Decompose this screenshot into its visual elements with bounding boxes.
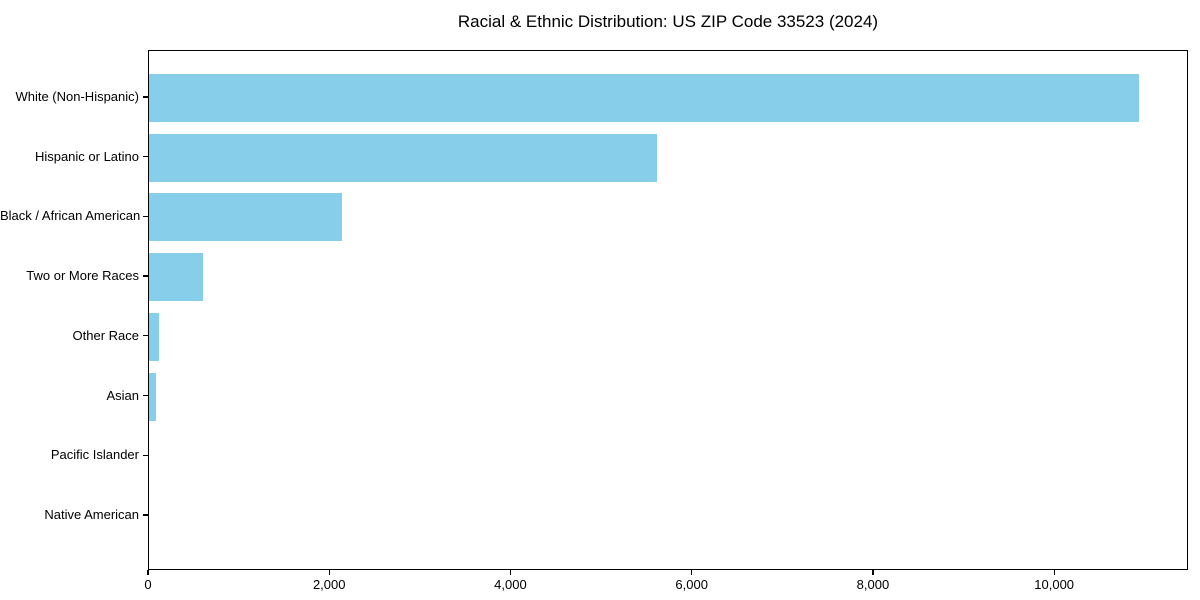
y-tick-label-two-or-more-races: Two or More Races (26, 268, 139, 284)
y-tick-label-native-american: Native American (44, 506, 139, 522)
y-tick-mark (143, 215, 148, 218)
x-tick-label-2-000: 2,000 (312, 577, 346, 592)
bar-black-african-american (149, 193, 342, 242)
y-tick-label-black-african-american: Black / African American (0, 208, 141, 224)
plot-area (148, 50, 1188, 570)
y-tick-mark (143, 514, 148, 516)
y-tick-mark (143, 275, 148, 277)
x-tick-mark (509, 570, 512, 575)
y-tick-label-other-race: Other Race (72, 327, 139, 343)
y-tick-mark (143, 335, 148, 337)
y-tick-mark (143, 156, 148, 158)
bar-hispanic-or-latino (149, 133, 658, 182)
bar-asian (149, 372, 157, 421)
x-tick-label-0: 0 (144, 577, 152, 592)
y-tick-mark (143, 454, 148, 456)
y-tick-label-asian: Asian (106, 387, 139, 403)
y-tick-label-pacific-islander: Pacific Islander (50, 447, 139, 463)
bar-other-race (149, 312, 159, 361)
y-tick-mark (143, 394, 148, 397)
y-tick-label-white-non-hispanic: White (Non-Hispanic) (15, 89, 139, 104)
x-tick-label-8-000: 8,000 (856, 577, 890, 592)
y-tick-label-hispanic-or-latino: Hispanic or Latino (34, 148, 139, 164)
y-tick-mark (143, 96, 148, 98)
x-tick-mark (1053, 570, 1055, 575)
x-tick-mark (147, 570, 149, 575)
x-tick-mark (691, 570, 693, 575)
x-tick-label-10-000: 10,000 (1034, 577, 1075, 592)
x-tick-mark (872, 570, 874, 575)
x-tick-label-6-000: 6,000 (675, 577, 708, 592)
x-tick-label-4-000: 4,000 (494, 577, 527, 592)
chart-title: Racial & Ethnic Distribution: US ZIP Cod… (457, 12, 879, 31)
bar-two-or-more-races (149, 253, 204, 302)
bar-white-non-hispanic (149, 74, 1140, 122)
x-tick-mark (328, 570, 330, 575)
